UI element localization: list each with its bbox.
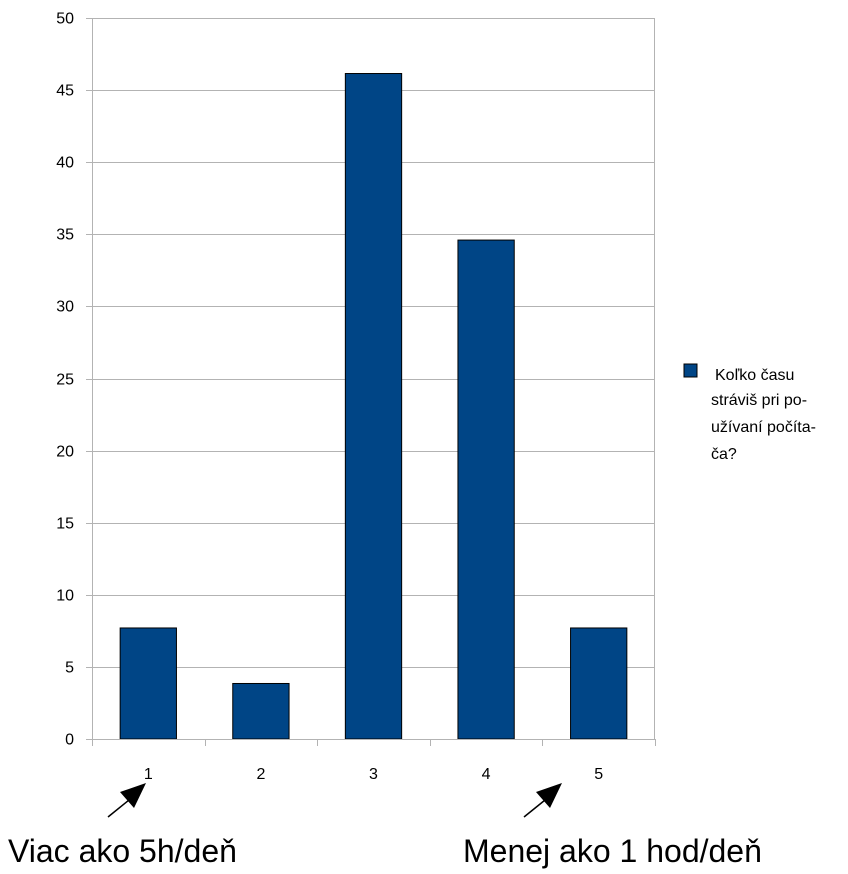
x-axis-tick-labels: 1 2 3 4 5 (144, 766, 603, 783)
legend-label-line-1: Koľko času (715, 367, 794, 384)
x-tick-label-4: 4 (482, 766, 491, 783)
x-tick-label-3: 3 (369, 766, 378, 783)
legend-swatch (683, 363, 698, 378)
bar-2 (232, 682, 290, 740)
annotation-arrow-right (523, 783, 562, 818)
y-tick-label-2: 10 (56, 588, 74, 605)
y-tick-label-6: 30 (56, 299, 74, 316)
y-tick-label-5: 25 (56, 372, 74, 389)
y-tick-label-8: 40 (56, 155, 74, 172)
y-axis-tick-labels: 0 5 10 15 20 25 30 35 40 45 50 (56, 11, 74, 749)
y-tick-label-0: 0 (65, 732, 74, 749)
bars (119, 73, 628, 740)
x-tick-label-5: 5 (594, 766, 603, 783)
bar-1 (119, 627, 177, 740)
annotation-text-left: Viac ako 5h/deň (8, 833, 237, 869)
bar-4 (457, 239, 515, 740)
annotation-arrow-left (107, 783, 146, 818)
y-tick-label-7: 35 (56, 227, 74, 244)
x-tick-label-2: 2 (256, 766, 265, 783)
y-tick-label-9: 45 (56, 83, 74, 100)
legend-label-line-4: ča? (711, 446, 737, 463)
x-tick-label-1: 1 (144, 766, 153, 783)
legend: Koľko času stráviš pri po- užívaní počít… (683, 363, 816, 463)
bar-5 (570, 627, 628, 740)
y-tick-label-10: 50 (56, 11, 74, 28)
bar-3 (344, 73, 403, 740)
legend-label-line-3: užívaní počíta- (711, 419, 816, 436)
axes (92, 18, 656, 746)
annotations: Viac ako 5h/deň Menej ako 1 hod/deň (8, 783, 762, 869)
y-tick-label-4: 20 (56, 444, 74, 461)
y-tick-label-3: 15 (56, 516, 74, 533)
annotation-text-right: Menej ako 1 hod/deň (463, 833, 762, 869)
legend-label-line-2: stráviš pri po- (711, 392, 807, 409)
y-tick-label-1: 5 (65, 660, 74, 677)
